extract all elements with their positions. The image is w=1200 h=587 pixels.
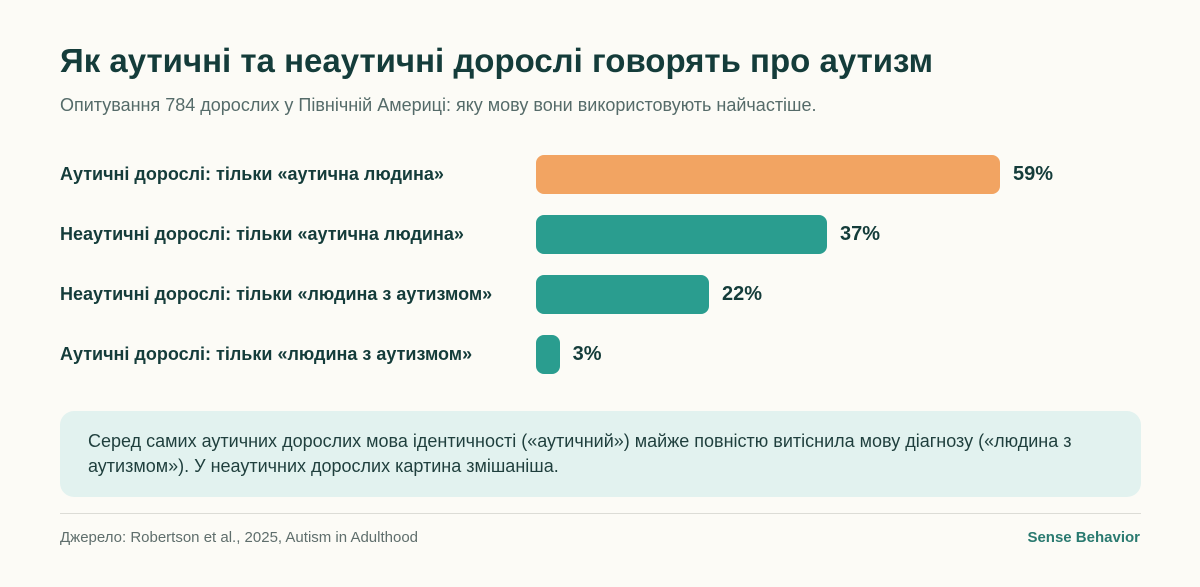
bar-chart: Аутичні дорослі: тільки «аутична людина»… bbox=[60, 154, 1054, 374]
bar-label: Аутичні дорослі: тільки «аутична людина» bbox=[60, 164, 444, 184]
bar-value-label: 3% bbox=[572, 343, 602, 365]
source-citation: Джерело: Robertson et al., 2025, Autism … bbox=[60, 529, 419, 546]
insight-note-text: Серед самих аутичних дорослих мова ідент… bbox=[88, 431, 1072, 476]
chart-title: Як аутичні та неаутичні дорослі говорять… bbox=[60, 42, 934, 79]
footer-divider bbox=[60, 513, 1141, 514]
bar bbox=[536, 334, 560, 374]
chart-subtitle: Опитування 784 дорослих у Північній Амер… bbox=[60, 95, 817, 115]
bar bbox=[536, 154, 1000, 194]
bar-label: Аутичні дорослі: тільки «людина з аутизм… bbox=[60, 344, 473, 364]
bar-label: Неаутичні дорослі: тільки «людина з аути… bbox=[60, 284, 493, 304]
bar-value-label: 59% bbox=[1013, 163, 1054, 185]
insight-note: Серед самих аутичних дорослих мова ідент… bbox=[60, 411, 1141, 497]
bar bbox=[536, 214, 827, 254]
brand-name: Sense Behavior bbox=[1027, 529, 1140, 546]
bar bbox=[536, 274, 710, 314]
bar-value-label: 22% bbox=[722, 283, 763, 305]
bar-value-label: 37% bbox=[839, 223, 880, 245]
bar-label: Неаутичні дорослі: тільки «аутична людин… bbox=[60, 224, 464, 244]
